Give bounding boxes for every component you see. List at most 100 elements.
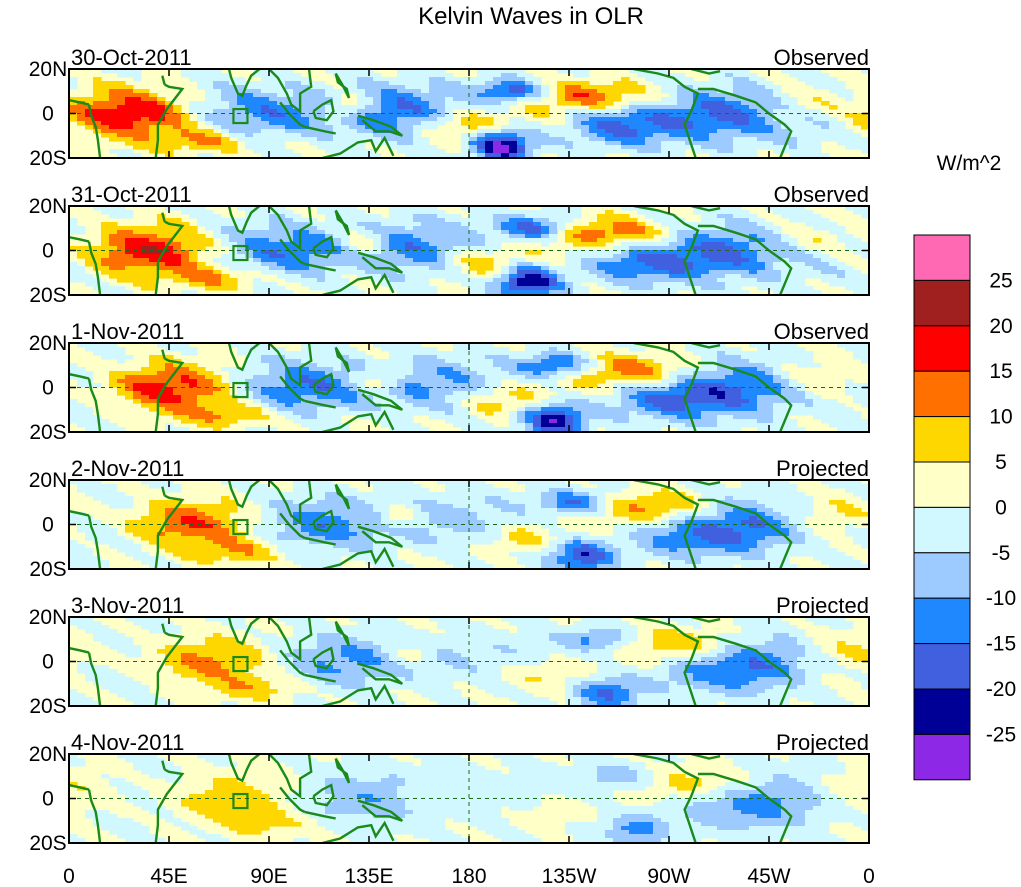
field-cell [669,532,694,537]
field-cell [301,343,350,348]
field-cell [269,367,286,372]
field-cell [693,677,758,682]
field-cell [549,488,574,493]
field-cell [845,512,869,517]
field-cell [261,641,318,646]
field-cell [181,673,206,678]
field-cell [645,117,686,122]
field-cell [269,226,318,231]
field-cell [653,826,670,831]
field-cell [621,105,630,110]
field-cell [189,367,206,372]
field-cell [797,363,822,368]
field-cell [469,681,510,686]
field-cell [693,262,734,267]
field-cell [541,274,550,279]
field-cell [253,524,286,529]
field-cell [269,754,310,759]
field-cell [741,254,758,259]
field-cell [237,246,246,251]
coastline [334,72,351,99]
field-cell [541,492,558,497]
field-cell [93,822,142,827]
field-cell [677,254,702,259]
field-cell [509,536,542,541]
field-cell [469,266,494,271]
field-cell [421,693,462,698]
field-cell [589,496,598,501]
field-cell [709,681,750,686]
field-cell [197,669,230,674]
field-cell [685,238,734,243]
field-cell [549,528,566,533]
field-cell [197,516,214,521]
coastline [322,820,395,843]
field-cell [613,826,622,831]
field-cell [597,766,630,771]
field-cell [565,137,590,142]
field-cell [165,347,198,352]
coastline [312,372,335,396]
field-cell [733,89,774,94]
field-cell [173,669,198,674]
field-cell [837,343,869,348]
field-cell [525,411,542,416]
field-cell [565,693,574,698]
field-cell [485,689,526,694]
lat-label: 20N [29,58,68,81]
field-cell [349,617,398,622]
field-cell [581,411,630,416]
field-cell [285,371,326,376]
field-cell [437,540,494,545]
field-cell [741,520,766,525]
field-cell [429,89,486,94]
field-cell [573,488,622,493]
lat-label: 0 [42,377,54,400]
field-cell [69,516,94,521]
field-cell [293,93,326,98]
field-cell [509,149,518,154]
field-cell [149,359,182,364]
field-cell [309,383,334,388]
panel-date: 3-Nov-2011 [71,593,184,618]
field-cell [533,423,542,428]
field-cell [181,258,190,263]
coastline [161,212,166,222]
field-cell [93,77,102,82]
field-cell [557,500,566,505]
field-cell [541,556,558,561]
field-cell [565,274,598,279]
field-cell [613,230,646,235]
field-cell [469,657,550,662]
field-cell [573,758,630,763]
field-cell [325,266,358,271]
field-cell [285,254,310,259]
field-cell [125,141,198,146]
field-cell [429,407,454,412]
field-cell [301,375,310,380]
field-cell [109,125,134,130]
field-cell [277,657,294,662]
field-cell [101,262,166,267]
field-cell [357,117,398,122]
field-cell [629,689,670,694]
field-cell [517,629,590,634]
field-cell [405,802,542,807]
field-cell [221,415,270,420]
field-cell [221,367,270,372]
field-cell [845,286,869,291]
field-cell [229,484,270,489]
field-cell [373,484,422,489]
field-cell [437,214,462,219]
field-cell [85,113,166,118]
field-cell [301,786,326,791]
field-cell [381,516,390,521]
field-cell [213,778,238,783]
field-cell [85,125,94,130]
field-cell [221,387,230,392]
field-cell [613,500,694,505]
field-cell [541,85,550,90]
coastline [304,125,336,135]
field-cell [277,653,286,658]
colorbar-box [913,370,971,418]
